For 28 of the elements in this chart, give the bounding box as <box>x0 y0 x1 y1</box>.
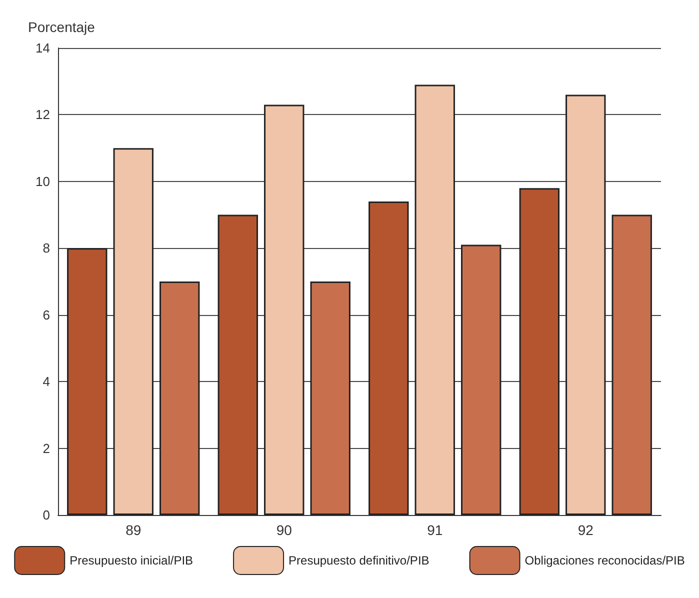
bar <box>566 94 606 515</box>
x-tick-label: 90 <box>276 522 292 538</box>
x-tick-label: 91 <box>427 522 443 538</box>
bar <box>310 282 350 515</box>
y-axis-title: Porcentaje <box>28 19 96 35</box>
bar <box>461 244 502 515</box>
x-tick-label: 92 <box>578 522 594 538</box>
bar <box>67 248 108 515</box>
legend-label: Obligaciones reconocidas/PIB <box>524 554 685 568</box>
bar <box>113 148 154 515</box>
bar <box>519 188 560 515</box>
bar <box>218 214 258 515</box>
bar <box>368 201 409 515</box>
y-tick-label: 6 <box>42 307 50 322</box>
bar <box>414 84 455 515</box>
y-tick-label: 14 <box>36 40 50 56</box>
bar <box>264 104 304 515</box>
bar <box>612 214 652 515</box>
y-tick-label: 0 <box>42 508 50 522</box>
y-tick-label: 12 <box>36 107 50 122</box>
y-tick-label: 2 <box>42 440 50 456</box>
y-tick-label: 4 <box>42 374 50 390</box>
legend-label: Presupuesto definitivo/PIB <box>288 554 430 568</box>
y-tick-label: 8 <box>42 240 50 256</box>
bar <box>160 282 200 515</box>
legend-label: Presupuesto inicial/PIB <box>70 554 194 568</box>
x-tick-label: 89 <box>126 522 142 538</box>
y-tick-label: 10 <box>36 174 50 189</box>
